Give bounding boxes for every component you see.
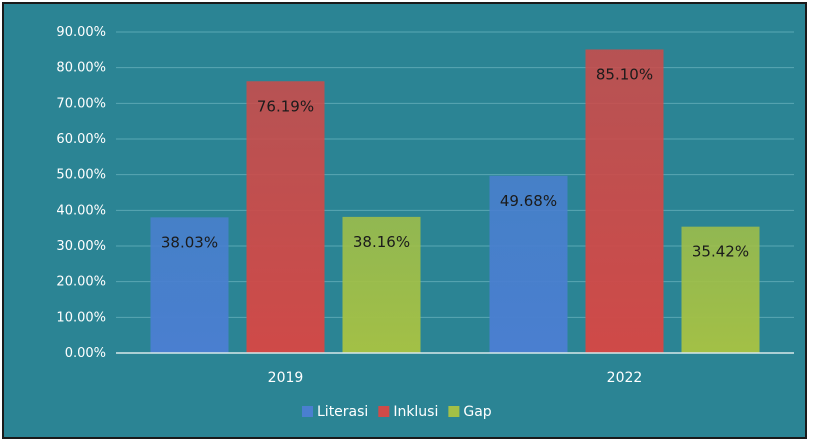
x-axis: 2019 2022 [116,352,794,386]
bar-chart: 0.00% 10.00% 20.00% 30.00% 40.00% 50.00% 60.00… [56,25,794,420]
y-tick-label: 50.00% [56,168,106,183]
y-tick-label: 0.00% [65,346,106,361]
y-tick-label: 40.00% [56,203,106,218]
y-tick-label: 20.00% [56,275,106,290]
x-tick-label: 2022 [607,370,643,386]
y-tick-label: 10.00% [56,310,106,325]
bar-gap-2019 [342,216,421,353]
legend: Literasi Inklusi Gap [302,404,492,420]
x-tick-label: 2019 [268,370,304,386]
bar-inklusi-2022 [585,49,664,354]
y-tick-label: 70.00% [56,96,106,111]
data-label: 35.42% [692,243,749,261]
bar-gap-2022 [681,226,760,353]
data-label: 38.03% [161,233,218,251]
y-tick-label: 60.00% [56,132,106,147]
data-labels: 38.03% 76.19% 38.16% 49.68% 85.10% 35.42% [161,65,749,260]
bar-inklusi-2019 [246,81,325,353]
bar-literasi-2019 [150,217,229,353]
y-tick-label: 80.00% [56,61,106,76]
gridlines [116,31,794,318]
legend-swatch-literasi [302,406,313,417]
legend-label-gap: Gap [463,404,491,420]
chart-frame: 0.00% 10.00% 20.00% 30.00% 40.00% 50.00% 60.00… [2,2,807,439]
y-axis: 0.00% 10.00% 20.00% 30.00% 40.00% 50.00% 60.00… [56,25,106,361]
legend-swatch-inklusi [378,406,390,417]
legend-label-inklusi: Inklusi [393,404,438,420]
y-tick-label: 30.00% [56,239,106,254]
legend-label-literasi: Literasi [317,404,368,420]
y-tick-label: 90.00% [56,25,106,40]
bar-literasi-2022 [489,175,568,353]
data-label: 85.10% [596,65,653,83]
bars [150,49,760,354]
data-label: 49.68% [500,192,557,210]
legend-swatch-gap [448,406,460,417]
data-label: 38.16% [353,233,410,251]
data-label: 76.19% [257,97,314,115]
